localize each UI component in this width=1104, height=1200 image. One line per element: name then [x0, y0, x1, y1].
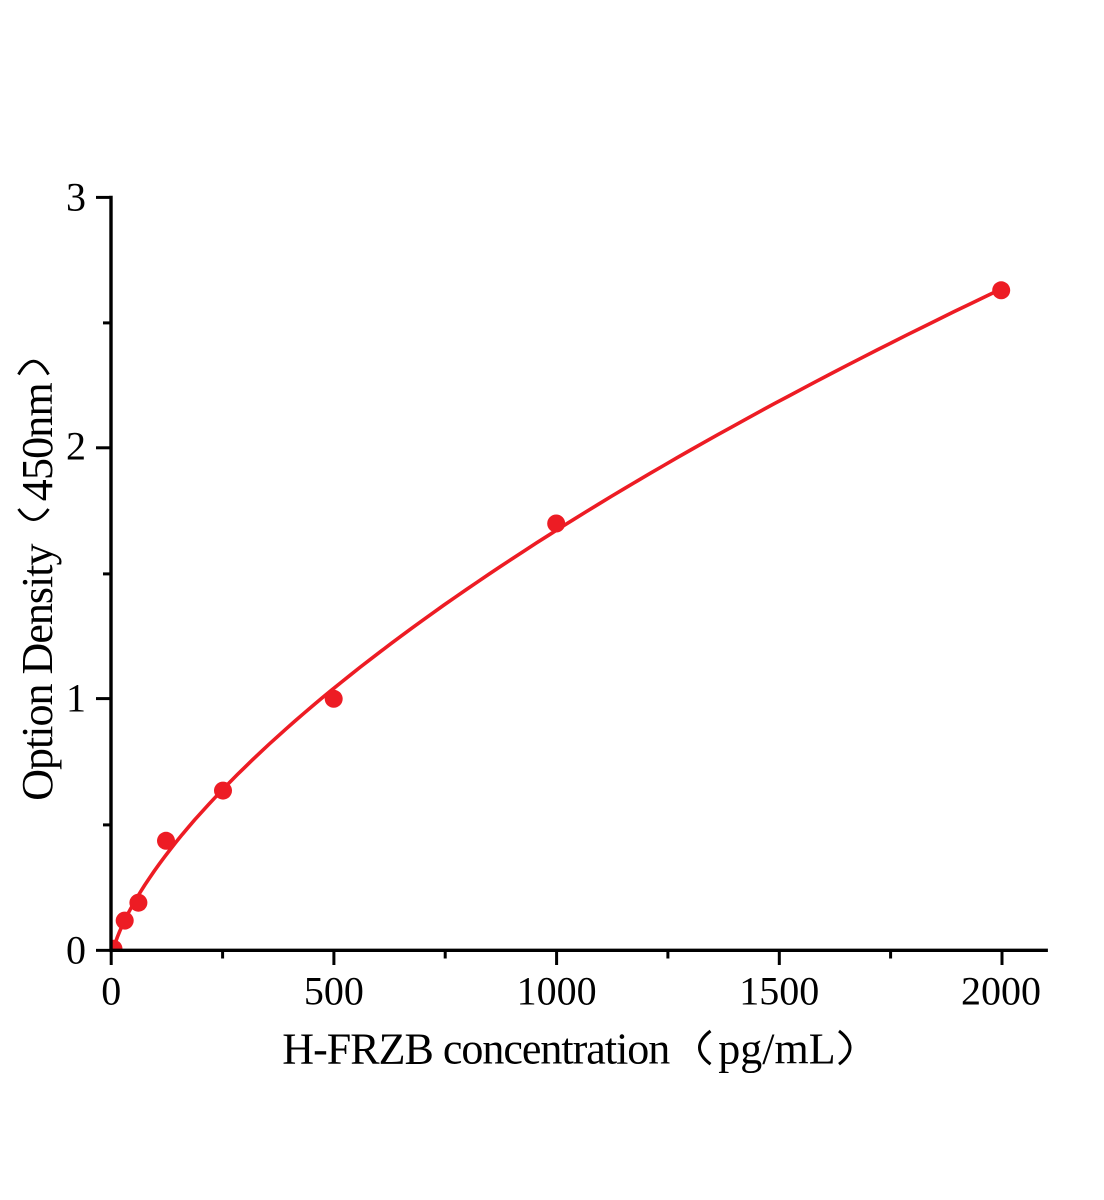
svg-text:1000: 1000: [517, 968, 597, 1013]
svg-text:0: 0: [66, 927, 86, 972]
svg-text:2: 2: [66, 423, 86, 468]
svg-text:2000: 2000: [961, 968, 1041, 1013]
svg-text:500: 500: [304, 968, 364, 1013]
svg-text:1500: 1500: [739, 968, 819, 1013]
svg-text:Option Density: Option Density: [13, 544, 62, 801]
svg-text:1: 1: [66, 676, 86, 721]
svg-text:3: 3: [66, 174, 86, 219]
svg-text:pg/mL: pg/mL: [718, 1025, 835, 1074]
svg-text:0: 0: [101, 968, 121, 1013]
svg-text:450nm: 450nm: [13, 382, 62, 501]
svg-text:H-FRZB concentration: H-FRZB concentration: [282, 1025, 670, 1074]
